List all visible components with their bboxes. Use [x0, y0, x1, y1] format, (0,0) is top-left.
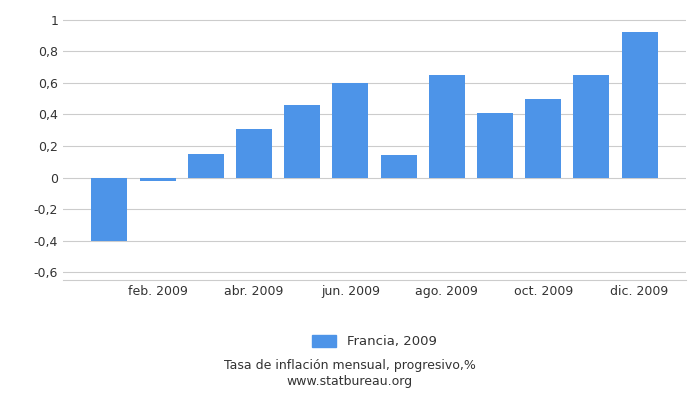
Bar: [332, 83, 368, 178]
Bar: [428, 75, 465, 178]
Bar: [477, 113, 513, 178]
Legend: Francia, 2009: Francia, 2009: [312, 335, 437, 348]
Bar: [381, 156, 416, 178]
Bar: [622, 32, 658, 178]
Text: www.statbureau.org: www.statbureau.org: [287, 376, 413, 388]
Bar: [188, 154, 224, 178]
Bar: [525, 99, 561, 178]
Text: Tasa de inflación mensual, progresivo,%: Tasa de inflación mensual, progresivo,%: [224, 360, 476, 372]
Bar: [91, 178, 127, 240]
Bar: [236, 129, 272, 178]
Bar: [139, 178, 176, 181]
Bar: [284, 105, 321, 178]
Bar: [573, 75, 610, 178]
